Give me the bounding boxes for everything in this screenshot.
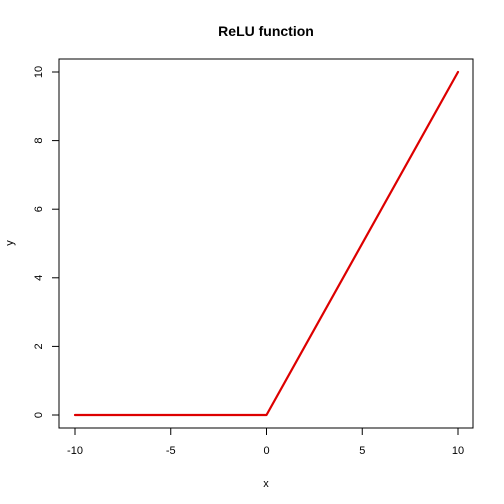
plot-frame — [58, 58, 474, 429]
x-tick-label: -5 — [166, 445, 176, 457]
relu-series-line — [73, 70, 460, 417]
x-tick-label: 0 — [263, 445, 269, 457]
y-axis-label: y — [4, 240, 16, 246]
y-tick-label: 6 — [33, 206, 45, 212]
y-axis: 0 2 4 6 8 10 — [33, 66, 60, 418]
x-axis: -10 -5 0 5 10 — [67, 427, 464, 457]
y-tick-label: 2 — [33, 343, 45, 349]
chart-title: ReLU function — [218, 23, 314, 39]
y-tick-label: 0 — [33, 412, 45, 418]
x-tick-label: 5 — [359, 445, 365, 457]
y-tick-label: 4 — [33, 275, 45, 281]
x-tick-label: -10 — [67, 445, 83, 457]
y-tick-label: 8 — [33, 138, 45, 144]
x-axis-label: x — [263, 478, 269, 490]
y-tick-label: 10 — [33, 66, 45, 78]
x-tick-label: 10 — [452, 445, 464, 457]
series-layer — [73, 70, 460, 417]
